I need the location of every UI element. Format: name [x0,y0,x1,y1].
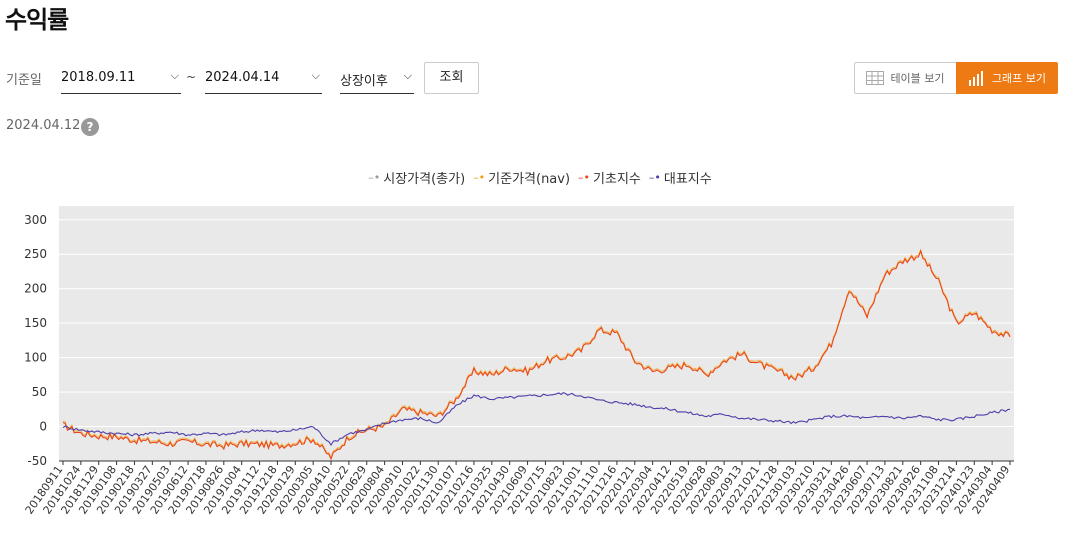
legend-item-market[interactable]: –• 시장가격(총가) [368,168,465,187]
legend-label: 시장가격(총가) [383,172,466,187]
chevron-down-icon: ⌵ [403,69,412,82]
legend-item-base-index[interactable]: –• 기초지수 [578,168,641,187]
period-select[interactable]: 상장이후 ⌵ [340,64,414,94]
start-date-select[interactable]: 2018.09.11 ⌵ [61,64,181,94]
legend-marker: –• [473,171,486,184]
legend-marker: –• [368,171,381,184]
legend-marker: –• [648,171,661,184]
plot-area [59,206,1014,461]
y-tick-label: 200 [24,282,47,296]
legend-item-nav[interactable]: –• 기준가격(nav) [473,168,570,187]
y-tick-label: 0 [39,420,47,434]
table-view-label: 테이블 보기 [890,72,945,85]
page-title: 수익률 [5,6,69,34]
end-date-select[interactable]: 2024.04.14 ⌵ [205,64,322,94]
help-icon[interactable]: ? [81,118,99,136]
legend-label: 기준가격(nav) [488,172,571,187]
legend-marker: –• [578,171,591,184]
chart-legend: –• 시장가격(총가) –• 기준가격(nav) –• 기초지수 –• 대표지수 [0,168,1080,187]
y-tick-label: 150 [24,316,47,330]
date-range-separator: ~ [186,70,197,84]
start-date-value: 2018.09.11 [61,70,136,85]
chevron-down-icon: ⌵ [311,69,320,82]
table-view-button[interactable]: 테이블 보기 [854,62,956,94]
graph-view-button[interactable]: 그래프 보기 [956,62,1058,94]
x-axis: 2018091120181024201811292019010820190218… [23,461,1012,517]
series-line-base-index [62,249,1011,461]
legend-label: 기초지수 [593,172,641,187]
period-value: 상장이후 [340,74,388,89]
search-button[interactable]: 조회 [424,62,479,94]
series-line-nav [62,248,1011,459]
filter-label: 기준일 [6,73,42,88]
end-date-value: 2024.04.14 [205,70,280,85]
chevron-down-icon: ⌵ [170,69,179,82]
legend-item-rep-index[interactable]: –• 대표지수 [649,168,712,187]
y-tick-label: -50 [27,454,47,468]
legend-label: 대표지수 [663,172,712,187]
table-icon [866,71,885,85]
graph-view-label: 그래프 보기 [991,72,1047,85]
y-tick-label: 50 [32,385,47,399]
y-tick-label: 100 [24,351,47,365]
returns-chart: -50 0 50 100 150 200 250 300 201809112018102420… [23,206,1014,517]
y-tick-label: 300 [24,213,47,227]
y-tick-label: 250 [24,247,47,261]
as-of-date: 2024.04.12 [6,118,81,133]
bar-chart-icon [968,71,983,86]
series-group [62,248,1011,461]
series-line-rep-index [62,391,1011,447]
y-axis: -50 0 50 100 150 200 250 300 [24,213,1014,468]
